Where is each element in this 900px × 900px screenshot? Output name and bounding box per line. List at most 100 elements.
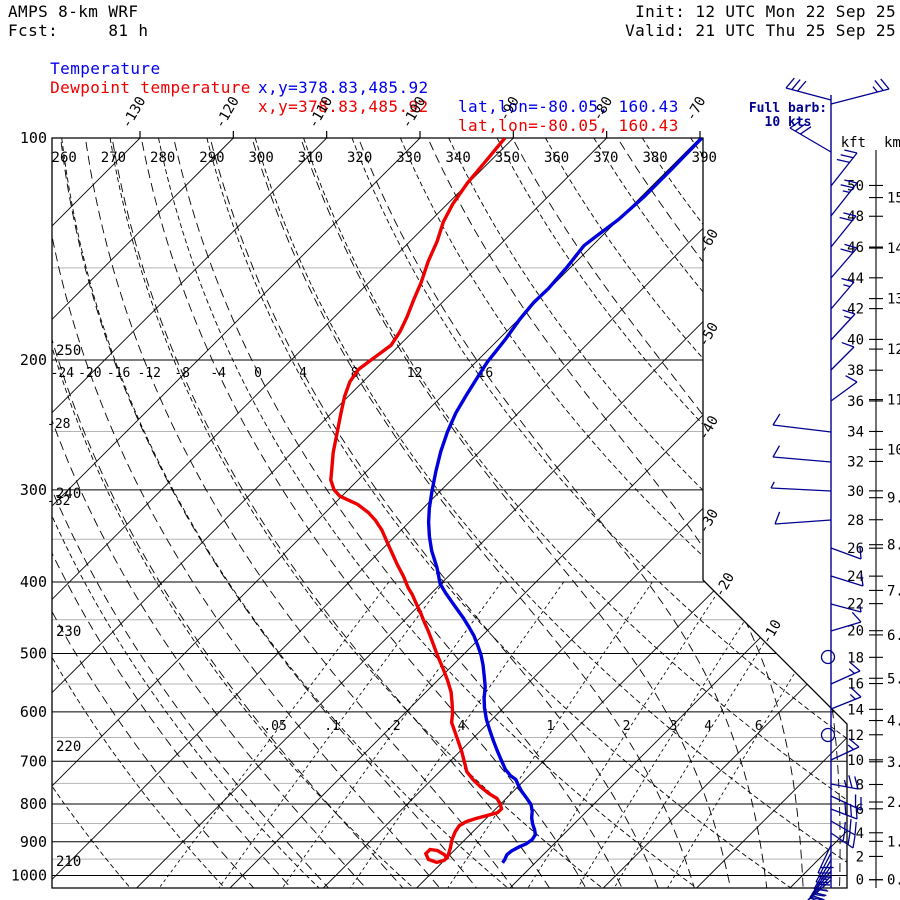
svg-text:-20: -20 xyxy=(712,570,739,600)
svg-text:300: 300 xyxy=(249,150,274,166)
moist-adiabat-labels: -24 -20 -16 -12 -8 -4 0 4 8 12 16-28-32 xyxy=(47,366,493,509)
svg-text:-28: -28 xyxy=(47,417,70,432)
svg-text:32: 32 xyxy=(847,454,864,470)
wind-barbs xyxy=(770,77,890,900)
svg-text:7.: 7. xyxy=(887,583,900,599)
svg-text:6.: 6. xyxy=(887,628,900,644)
svg-text:8: 8 xyxy=(856,777,864,793)
svg-text:-90: -90 xyxy=(496,94,523,124)
dewpoint-xy: x,y=378.83,485.92 xyxy=(258,97,429,116)
svg-text:320: 320 xyxy=(347,150,372,166)
svg-text:-120: -120 xyxy=(212,94,243,131)
temperature-label: Temperature xyxy=(50,59,161,78)
svg-text:300: 300 xyxy=(20,481,47,499)
svg-text:200: 200 xyxy=(20,351,47,369)
pressure-lines-major xyxy=(52,137,847,877)
svg-text:400: 400 xyxy=(20,573,47,591)
svg-text:12: 12 xyxy=(847,728,864,744)
temperature-latlon: lat,lon=-80.05, 160.43 xyxy=(458,97,679,116)
svg-text:38: 38 xyxy=(847,363,864,379)
svg-text:-10: -10 xyxy=(759,617,786,647)
svg-text:-50: -50 xyxy=(696,320,723,350)
svg-text:350: 350 xyxy=(495,150,520,166)
svg-text:4: 4 xyxy=(856,826,864,842)
calm-wind-circle xyxy=(820,727,836,743)
svg-text:-32: -32 xyxy=(47,494,70,509)
svg-text:9.: 9. xyxy=(887,491,900,507)
svg-text:-100: -100 xyxy=(399,94,430,131)
legend-dewpoint: Dewpoint temperature x,y=378.83,485.92 l… xyxy=(10,59,678,154)
svg-text:-8: -8 xyxy=(174,366,190,381)
init-time: Init: 12 UTC Mon 22 Sep 25 xyxy=(635,2,896,21)
svg-text:330: 330 xyxy=(396,150,421,166)
svg-text:3.: 3. xyxy=(887,755,900,771)
svg-text:240: 240 xyxy=(56,486,81,502)
svg-text:900: 900 xyxy=(20,833,47,851)
svg-text:16: 16 xyxy=(847,677,864,693)
svg-text:2: 2 xyxy=(856,849,864,865)
svg-text:42: 42 xyxy=(847,302,864,318)
svg-text:12.: 12. xyxy=(887,342,900,358)
pressure-axis-labels: 100 200 300 400 500 600 700 800 900 1000 xyxy=(11,129,47,885)
svg-text:10.: 10. xyxy=(887,442,900,458)
mixing-ratio-labels: .05.1.2.4 1 2 3 4 6 xyxy=(263,719,762,734)
svg-text:24: 24 xyxy=(847,569,864,585)
svg-text:4: 4 xyxy=(704,719,712,734)
svg-text:500: 500 xyxy=(20,645,47,663)
svg-text:-40: -40 xyxy=(696,413,723,443)
svg-text:290: 290 xyxy=(199,150,224,166)
svg-text:-30: -30 xyxy=(696,506,723,536)
svg-text:18: 18 xyxy=(847,650,864,666)
svg-text:km: km xyxy=(884,135,900,151)
svg-text:34: 34 xyxy=(847,424,864,440)
svg-text:3: 3 xyxy=(670,719,678,734)
svg-text:270: 270 xyxy=(101,150,126,166)
svg-text:2.: 2. xyxy=(887,795,900,811)
svg-text:26: 26 xyxy=(847,541,864,557)
dewpoint-label: Dewpoint temperature xyxy=(50,78,251,97)
svg-text:12: 12 xyxy=(407,366,423,381)
svg-text:11.: 11. xyxy=(887,393,900,409)
svg-text:1: 1 xyxy=(547,719,555,734)
svg-text:4: 4 xyxy=(299,366,307,381)
svg-text:600: 600 xyxy=(20,703,47,721)
svg-text:0: 0 xyxy=(254,366,262,381)
legend-temperature: Temperature x,y=378.83,485.92 lat,lon=-8… xyxy=(10,40,678,135)
svg-text:2: 2 xyxy=(623,719,631,734)
svg-text:310: 310 xyxy=(298,150,323,166)
svg-text:-24: -24 xyxy=(51,366,75,381)
svg-text:-16: -16 xyxy=(107,366,130,381)
svg-text:360: 360 xyxy=(544,150,569,166)
svg-text:13.: 13. xyxy=(887,292,900,308)
valid-time: Valid: 21 UTC Thu 25 Sep 25 xyxy=(625,21,896,40)
svg-text:-4: -4 xyxy=(210,366,226,381)
svg-text:28: 28 xyxy=(847,513,864,529)
svg-text:44: 44 xyxy=(847,271,864,287)
svg-text:370: 370 xyxy=(593,150,618,166)
svg-text:340: 340 xyxy=(445,150,470,166)
forecast-hour: Fcst: 81 h xyxy=(8,21,149,40)
chart-frame xyxy=(51,137,848,889)
svg-text:210: 210 xyxy=(56,854,81,870)
svg-text:6: 6 xyxy=(755,719,763,734)
svg-text:100: 100 xyxy=(20,129,47,147)
pressure-lines-minor xyxy=(52,267,847,860)
svg-text:-70: -70 xyxy=(683,94,710,124)
svg-text:.05: .05 xyxy=(263,719,286,734)
dry-adiabat-lines xyxy=(52,138,847,888)
svg-text:280: 280 xyxy=(150,150,175,166)
svg-text:-12: -12 xyxy=(137,366,160,381)
svg-text:220: 220 xyxy=(56,739,81,755)
svg-text:-110: -110 xyxy=(305,94,336,131)
mixing-ratio-lines xyxy=(158,581,847,888)
svg-text:380: 380 xyxy=(642,150,667,166)
barb-legend-line2: 10 kts xyxy=(765,115,812,130)
svg-text:kft: kft xyxy=(841,135,866,151)
temperature-curve xyxy=(426,138,704,864)
svg-text:800: 800 xyxy=(20,795,47,813)
svg-text:-60: -60 xyxy=(696,226,723,256)
svg-text:14: 14 xyxy=(847,702,864,718)
dry-adiabat-labels: 260 270 280 290 300 310 320 330 340 350 360 370 380 3… xyxy=(52,150,717,870)
